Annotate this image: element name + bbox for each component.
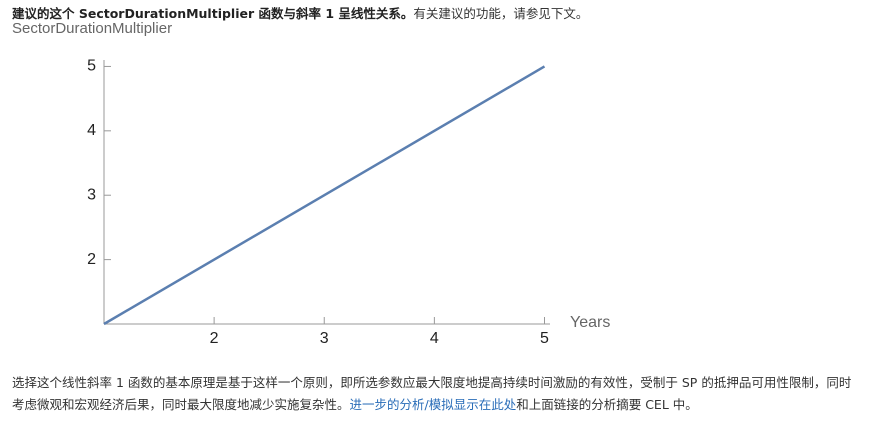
- paragraph-text: 选择这个线性斜率 1 函数的基本原理是基于这样一个原则，即所选参数应最大限度地提…: [12, 375, 852, 412]
- y-tick-label: 3: [87, 186, 96, 203]
- intro-bold: 建议的这个 SectorDurationMultiplier 函数与斜率 1 呈…: [12, 6, 414, 21]
- line: [103, 65, 546, 326]
- chart-title: SectorDurationMultiplier: [12, 20, 173, 37]
- x-tick-label: 3: [320, 330, 329, 347]
- intro: 建议的这个 SectorDurationMultiplier 函数与斜率 1 呈…: [12, 3, 588, 22]
- paragraph-tail: 和上面链接的分析摘要 CEL 中。: [516, 397, 698, 412]
- x-tick-label: 4: [430, 330, 439, 347]
- y-tick-label: 4: [87, 122, 96, 139]
- intro-text: 有关建议的功能，请参见下文。: [413, 6, 589, 21]
- y-tick-label: 5: [87, 58, 96, 75]
- chart: 2 3 4 5 2 3 4 5 Years: [87, 58, 610, 348]
- x-axis-label: Years: [570, 314, 610, 331]
- paragraph: 选择这个线性斜率 1 函数的基本原理是基于这样一个原则，即所选参数应最大限度地提…: [12, 372, 862, 416]
- x-tick-label: 5: [540, 330, 549, 347]
- y-tick-label: 2: [87, 251, 96, 268]
- x-tick-label: 2: [210, 330, 219, 347]
- link[interactable]: 进一步的分析/模拟显示在此处: [349, 397, 517, 412]
